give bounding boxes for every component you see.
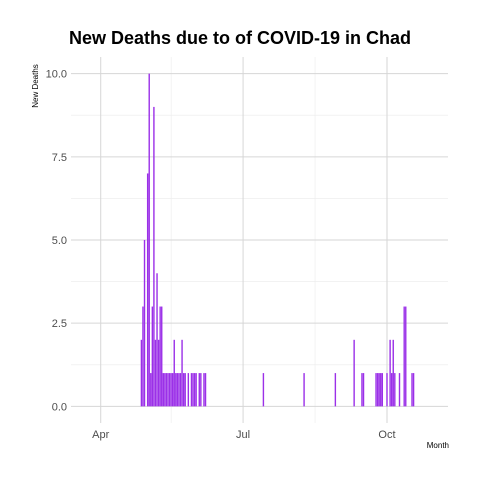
bar bbox=[203, 373, 205, 407]
bar bbox=[394, 373, 396, 407]
bar bbox=[150, 373, 152, 407]
bar bbox=[192, 373, 194, 407]
bar bbox=[143, 240, 146, 407]
bar bbox=[184, 373, 186, 407]
bar bbox=[173, 339, 175, 407]
bar bbox=[179, 373, 182, 407]
bar bbox=[168, 373, 171, 407]
chart-title: New Deaths due to of COVID-19 in Chad bbox=[69, 28, 411, 48]
bar bbox=[170, 373, 172, 407]
x-axis-label: Month bbox=[427, 441, 449, 450]
bar bbox=[162, 373, 164, 407]
bar bbox=[190, 373, 193, 407]
bar bbox=[198, 373, 200, 407]
x-tick-label: Oct bbox=[378, 429, 395, 441]
bar bbox=[303, 373, 305, 407]
bar bbox=[200, 373, 202, 407]
bar bbox=[176, 373, 179, 407]
y-tick-label: 7.5 bbox=[52, 152, 67, 164]
bar bbox=[140, 339, 143, 407]
bar bbox=[153, 106, 155, 407]
grid bbox=[71, 57, 448, 423]
bar bbox=[151, 306, 154, 407]
bar bbox=[403, 306, 405, 407]
bar bbox=[157, 339, 160, 407]
x-tick-labels: Apr Jul Oct bbox=[92, 429, 395, 441]
x-tick-label: Apr bbox=[92, 429, 109, 441]
bar bbox=[195, 373, 197, 407]
bar bbox=[386, 373, 388, 407]
bar bbox=[398, 373, 401, 407]
y-tick-label: 5.0 bbox=[52, 235, 67, 247]
bar bbox=[154, 339, 157, 407]
bar bbox=[362, 373, 365, 407]
bar bbox=[146, 173, 149, 407]
bar bbox=[142, 306, 144, 407]
bar bbox=[165, 373, 168, 407]
bar bbox=[392, 339, 394, 407]
bar bbox=[412, 373, 415, 407]
bar bbox=[187, 373, 190, 407]
bars bbox=[140, 73, 415, 407]
bar bbox=[262, 373, 265, 407]
y-axis-label: New Deaths bbox=[31, 64, 40, 108]
bar bbox=[380, 373, 382, 407]
bar bbox=[204, 373, 207, 407]
bar bbox=[411, 373, 413, 407]
bar bbox=[171, 373, 174, 407]
bar bbox=[390, 373, 393, 407]
bar bbox=[389, 339, 391, 407]
bar bbox=[181, 339, 183, 407]
bar bbox=[164, 373, 166, 407]
bar bbox=[375, 373, 377, 407]
bar bbox=[193, 373, 196, 407]
bar bbox=[334, 373, 337, 407]
bar bbox=[376, 373, 379, 407]
bar bbox=[161, 306, 163, 407]
y-tick-label: 2.5 bbox=[52, 318, 67, 330]
y-tick-labels: 0.0 2.5 5.0 7.5 10.0 bbox=[46, 69, 67, 414]
bar bbox=[361, 373, 363, 407]
bar bbox=[148, 73, 150, 407]
y-tick-label: 0.0 bbox=[52, 401, 67, 413]
bar bbox=[381, 373, 384, 407]
bar bbox=[378, 373, 380, 407]
bar bbox=[182, 373, 185, 407]
bar bbox=[178, 373, 180, 407]
bar bbox=[353, 339, 355, 407]
bar bbox=[405, 306, 407, 407]
x-tick-label: Jul bbox=[236, 429, 250, 441]
bar bbox=[167, 373, 169, 407]
bar bbox=[159, 306, 161, 407]
y-tick-label: 10.0 bbox=[46, 69, 67, 81]
bar bbox=[175, 373, 177, 407]
bar bbox=[156, 273, 158, 407]
